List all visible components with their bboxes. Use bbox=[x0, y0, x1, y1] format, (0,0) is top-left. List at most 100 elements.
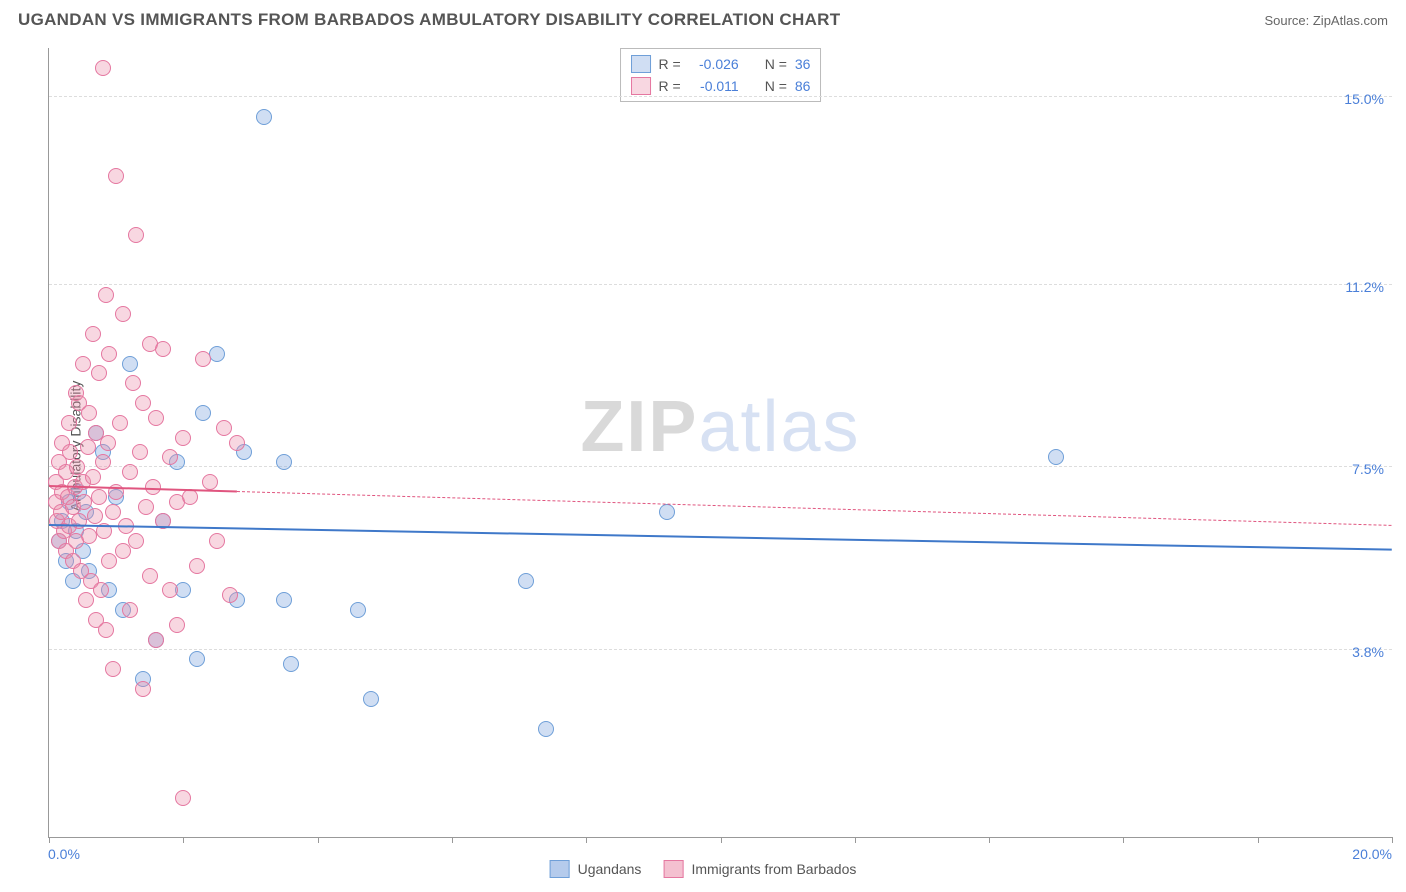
trend-line bbox=[237, 491, 1392, 526]
data-point bbox=[350, 602, 366, 618]
source-label: Source: ZipAtlas.com bbox=[1264, 13, 1388, 28]
x-tick bbox=[989, 837, 990, 843]
data-point bbox=[105, 661, 121, 677]
data-point bbox=[138, 499, 154, 515]
r-value: -0.011 bbox=[689, 78, 739, 94]
legend-label: Immigrants from Barbados bbox=[691, 861, 856, 877]
data-point bbox=[69, 459, 85, 475]
data-point bbox=[276, 592, 292, 608]
data-point bbox=[100, 435, 116, 451]
legend-swatch bbox=[631, 77, 651, 95]
data-point bbox=[256, 109, 272, 125]
data-point bbox=[135, 681, 151, 697]
data-point bbox=[61, 415, 77, 431]
x-axis-min: 0.0% bbox=[48, 846, 80, 862]
gridline bbox=[49, 466, 1392, 467]
header: UGANDAN VS IMMIGRANTS FROM BARBADOS AMBU… bbox=[0, 0, 1406, 36]
x-tick bbox=[318, 837, 319, 843]
data-point bbox=[71, 513, 87, 529]
data-point bbox=[216, 420, 232, 436]
data-point bbox=[101, 553, 117, 569]
n-value: 36 bbox=[795, 56, 811, 72]
data-point bbox=[115, 543, 131, 559]
r-value: -0.026 bbox=[689, 56, 739, 72]
data-point bbox=[112, 415, 128, 431]
data-point bbox=[81, 405, 97, 421]
r-label: R = bbox=[659, 78, 681, 94]
x-axis-max: 20.0% bbox=[1352, 846, 1392, 862]
data-point bbox=[363, 691, 379, 707]
data-point bbox=[189, 558, 205, 574]
data-point bbox=[142, 568, 158, 584]
data-point bbox=[76, 494, 92, 510]
x-tick bbox=[586, 837, 587, 843]
chart-title: UGANDAN VS IMMIGRANTS FROM BARBADOS AMBU… bbox=[18, 10, 840, 30]
data-point bbox=[148, 632, 164, 648]
data-point bbox=[283, 656, 299, 672]
gridline bbox=[49, 649, 1392, 650]
series-legend: Ugandans Immigrants from Barbados bbox=[550, 860, 857, 878]
x-tick bbox=[1123, 837, 1124, 843]
x-tick bbox=[1392, 837, 1393, 843]
data-point bbox=[175, 430, 191, 446]
data-point bbox=[222, 587, 238, 603]
legend-item: Ugandans bbox=[550, 860, 642, 878]
n-value: 86 bbox=[795, 78, 811, 94]
data-point bbox=[85, 326, 101, 342]
data-point bbox=[155, 341, 171, 357]
legend-row: R = -0.026 N = 36 bbox=[631, 53, 811, 75]
data-point bbox=[95, 454, 111, 470]
legend-swatch bbox=[663, 860, 683, 878]
data-point bbox=[85, 469, 101, 485]
legend-row: R = -0.011 N = 86 bbox=[631, 75, 811, 97]
data-point bbox=[209, 533, 225, 549]
data-point bbox=[1048, 449, 1064, 465]
y-tick-label: 15.0% bbox=[1344, 91, 1384, 107]
data-point bbox=[175, 790, 191, 806]
data-point bbox=[91, 365, 107, 381]
trend-line bbox=[49, 524, 1392, 551]
data-point bbox=[91, 489, 107, 505]
data-point bbox=[125, 375, 141, 391]
data-point bbox=[108, 168, 124, 184]
data-point bbox=[101, 346, 117, 362]
data-point bbox=[122, 602, 138, 618]
data-point bbox=[148, 410, 164, 426]
data-point bbox=[162, 449, 178, 465]
x-tick bbox=[1258, 837, 1259, 843]
data-point bbox=[135, 395, 151, 411]
data-point bbox=[122, 356, 138, 372]
data-point bbox=[81, 528, 97, 544]
data-point bbox=[95, 60, 111, 76]
data-point bbox=[195, 405, 211, 421]
y-tick-label: 7.5% bbox=[1352, 461, 1384, 477]
n-label: N = bbox=[765, 78, 787, 94]
data-point bbox=[202, 474, 218, 490]
data-point bbox=[132, 444, 148, 460]
data-point bbox=[98, 622, 114, 638]
data-point bbox=[538, 721, 554, 737]
data-point bbox=[659, 504, 675, 520]
data-point bbox=[122, 464, 138, 480]
y-tick-label: 3.8% bbox=[1352, 644, 1384, 660]
x-tick bbox=[855, 837, 856, 843]
correlation-legend: R = -0.026 N = 36 R = -0.011 N = 86 bbox=[620, 48, 822, 102]
y-tick-label: 11.2% bbox=[1345, 279, 1384, 295]
data-point bbox=[195, 351, 211, 367]
data-point bbox=[169, 617, 185, 633]
legend-item: Immigrants from Barbados bbox=[663, 860, 856, 878]
data-point bbox=[105, 504, 121, 520]
n-label: N = bbox=[765, 56, 787, 72]
scatter-chart: ZIPatlas R =-0.026N =36R =-0.011N =86 3.… bbox=[48, 48, 1392, 838]
x-tick bbox=[49, 837, 50, 843]
data-point bbox=[80, 439, 96, 455]
data-point bbox=[229, 435, 245, 451]
data-point bbox=[87, 508, 103, 524]
data-point bbox=[128, 533, 144, 549]
r-label: R = bbox=[659, 56, 681, 72]
x-tick bbox=[721, 837, 722, 843]
legend-swatch bbox=[550, 860, 570, 878]
data-point bbox=[189, 651, 205, 667]
data-point bbox=[75, 356, 91, 372]
data-point bbox=[162, 582, 178, 598]
